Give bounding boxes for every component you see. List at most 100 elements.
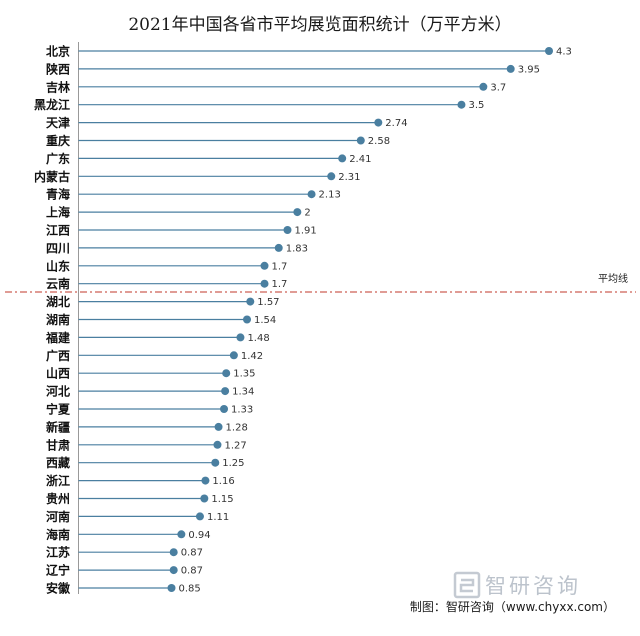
data-point [221, 387, 230, 396]
category-label: 北京 [46, 44, 70, 59]
data-label: 3.7 [490, 82, 506, 93]
data-label: 1.42 [241, 351, 263, 362]
data-point [506, 64, 515, 73]
data-point [274, 243, 283, 252]
category-label: 山东 [46, 258, 70, 273]
category-label: 江西 [46, 223, 70, 238]
data-label: 2.74 [385, 118, 407, 129]
category-label: 安徽 [46, 581, 71, 596]
data-point [243, 315, 252, 324]
data-label: 1.54 [254, 315, 276, 326]
data-point [229, 351, 238, 360]
data-point [283, 226, 292, 234]
data-label: 1.7 [272, 261, 288, 272]
data-point [167, 584, 176, 592]
data-label: 0.94 [188, 530, 210, 541]
chart-rows: 北京 4.3 陕西 3.95 吉林 3.7 黑龙江 3.5 天津 2.74 重庆 2.58 广东 2.41… [34, 44, 572, 596]
data-point [479, 82, 488, 91]
category-label: 湖南 [46, 312, 70, 327]
data-point [201, 476, 210, 485]
data-label: 3.5 [468, 100, 484, 111]
data-point [222, 369, 231, 378]
category-label: 四川 [46, 241, 70, 255]
data-point [260, 279, 269, 288]
data-label: 1.33 [231, 405, 253, 416]
chart-title: 2021年中国各省市平均展览面积统计（万平方米） [128, 15, 511, 35]
data-label: 1.11 [207, 512, 229, 523]
average-line-label: 平均线 [598, 272, 628, 285]
watermark: 智研咨询 [453, 571, 581, 599]
data-label: 2.58 [368, 136, 390, 147]
data-label: 0.87 [181, 548, 203, 559]
data-label: 1.25 [222, 458, 244, 469]
source-note: 制图：智研咨询（www.chyxx.com） [410, 599, 615, 614]
data-label: 1.28 [226, 422, 248, 433]
data-label: 1.57 [257, 297, 279, 308]
category-label: 福建 [45, 330, 71, 345]
category-label: 上海 [46, 205, 70, 220]
category-label: 内蒙古 [34, 169, 70, 184]
category-label: 黑龙江 [34, 97, 70, 112]
data-label: 1.34 [232, 387, 254, 398]
watermark-logo-icon [453, 571, 481, 599]
data-point [327, 172, 336, 181]
data-point [169, 566, 178, 575]
data-label: 2.31 [338, 172, 360, 183]
data-point [214, 422, 223, 431]
data-point [200, 494, 209, 503]
data-label: 4.3 [556, 47, 572, 58]
data-point [220, 405, 229, 413]
data-point [338, 154, 347, 163]
category-label: 新疆 [46, 419, 70, 434]
category-label: 辽宁 [46, 563, 70, 578]
data-label: 1.35 [233, 369, 255, 380]
category-label: 吉林 [46, 79, 70, 94]
data-point [236, 333, 245, 342]
category-label: 河南 [45, 509, 70, 524]
data-label: 0.85 [179, 584, 201, 595]
category-label: 广东 [46, 151, 70, 166]
category-label: 宁夏 [46, 402, 71, 417]
category-label: 江苏 [46, 545, 70, 560]
data-point [169, 548, 178, 557]
data-point [260, 261, 269, 270]
data-label: 1.91 [294, 226, 316, 237]
data-point [356, 136, 365, 145]
data-label: 2 [304, 208, 310, 219]
data-label: 2.41 [349, 154, 371, 165]
category-label: 青海 [46, 187, 70, 202]
data-point [246, 297, 255, 306]
category-label: 湖北 [46, 294, 70, 309]
data-label: 2.13 [319, 190, 341, 201]
data-point [374, 118, 383, 127]
category-label: 甘肃 [46, 437, 70, 452]
data-point [195, 512, 204, 521]
data-point [457, 100, 466, 109]
data-label: 1.83 [286, 243, 308, 254]
category-label: 山西 [46, 366, 70, 381]
category-label: 海南 [46, 527, 70, 542]
watermark-text: 智研咨询 [485, 574, 581, 598]
data-label: 3.95 [518, 64, 540, 75]
data-label: 1.27 [224, 440, 246, 451]
category-label: 河北 [45, 384, 70, 399]
category-label: 西藏 [46, 455, 70, 470]
data-label: 1.16 [212, 476, 234, 487]
data-point [177, 530, 186, 539]
category-label: 陕西 [46, 61, 70, 76]
data-label: 1.7 [272, 279, 288, 290]
category-label: 贵州 [46, 491, 70, 506]
data-label: 1.15 [211, 494, 233, 505]
category-label: 云南 [46, 276, 70, 291]
data-point [211, 458, 220, 467]
data-point [545, 47, 553, 55]
category-label: 重庆 [46, 133, 70, 148]
category-label: 天津 [46, 115, 70, 130]
data-label: 1.48 [247, 333, 269, 344]
data-point [307, 190, 316, 199]
data-point [213, 440, 222, 449]
category-label: 广西 [46, 348, 70, 363]
category-label: 浙江 [46, 473, 70, 488]
data-label: 0.87 [181, 566, 203, 577]
